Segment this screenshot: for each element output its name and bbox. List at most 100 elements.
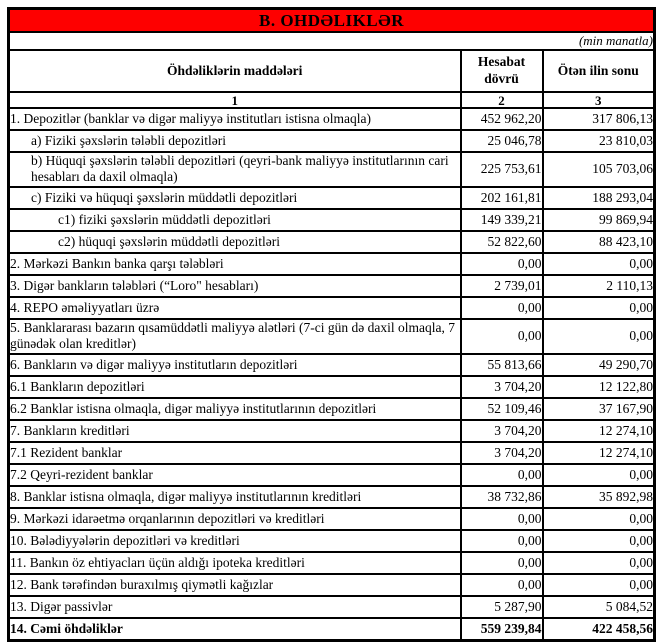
reporting-period-value: 52 109,46 [459,396,544,421]
column-index-2: 2 [459,91,544,109]
item-label: 10. Bələdiyyələrin depozitləri və kredit… [7,528,462,553]
item-label: c2) hüquqi şəxslərin müddətli depozitlər… [7,229,462,254]
table-row: 13. Digər passivlər 5 287,90 5 084,52 [7,594,656,619]
item-label: 7.2 Qeyri-rezident banklar [7,462,462,487]
previous-year-end-value: 99 869,94 [541,207,656,232]
column-header-items: Öhdəliklərin maddələri [7,49,462,93]
column-header-row: Öhdəliklərin maddələri Hesabat dövrü Ötə… [7,49,656,93]
table-row: 3. Digər bankların tələbləri (“Loro" hes… [7,273,656,298]
table-row: 7.1 Rezident banklar 3 704,20 12 274,10 [7,440,656,465]
item-label: 3. Digər bankların tələbləri (“Loro" hes… [7,273,462,298]
table-header: B. OHDƏLIKLƏR (min manatla) Öhdəliklərin… [7,7,656,109]
previous-year-end-value: 0,00 [541,572,656,597]
table-row: 14. Cəmi öhdəliklər 559 239,84 422 458,5… [7,616,656,642]
table-row: 1. Depozitlər (banklar və digər maliyyə … [7,107,656,131]
item-label: b) Hüquqi şəxslərin tələbli depozitləri … [7,151,462,188]
previous-year-end-value: 0,00 [541,550,656,575]
previous-year-end-value: 0,00 [541,295,656,320]
previous-year-end-value: 88 423,10 [541,229,656,254]
item-label: 1. Depozitlər (banklar və digər maliyyə … [7,107,462,131]
previous-year-end-value: 0,00 [541,251,656,276]
column-header-reporting-period: Hesabat dövrü [459,49,544,93]
previous-year-end-value: 2 110,13 [541,273,656,298]
column-index-3: 3 [541,91,656,109]
column-header-previous-year-end: Ötən ilin sonu [541,49,656,93]
previous-year-end-value: 0,00 [541,462,656,487]
table-row: 2. Mərkəzi Bankın banka qarşı tələbləri … [7,251,656,276]
item-label: c) Fiziki və hüquqi şəxslərin müddətli d… [7,185,462,210]
reporting-period-value: 0,00 [459,528,544,553]
table-row: b) Hüquqi şəxslərin tələbli depozitləri … [7,151,656,188]
column-index-row: 1 2 3 [7,91,656,109]
column-index-1: 1 [7,91,462,109]
reporting-period-value: 25 046,78 [459,129,544,153]
previous-year-end-value: 5 084,52 [541,594,656,619]
table-row: 9. Mərkəzi idarəetmə orqanlarının depozi… [7,506,656,531]
item-label: 11. Bankın öz ehtiyacları üçün aldığı ip… [7,550,462,575]
item-label: 2. Mərkəzi Bankın banka qarşı tələbləri [7,251,462,276]
item-label: a) Fiziki şəxslərin tələbli depozitləri [7,129,462,153]
reporting-period-value: 38 732,86 [459,484,544,509]
reporting-period-value: 3 704,20 [459,374,544,399]
table-row: a) Fiziki şəxslərin tələbli depozitləri … [7,129,656,153]
table-row: 11. Bankın öz ehtiyacları üçün aldığı ip… [7,550,656,575]
table-row: c1) fiziki şəxslərin müddətli depozitlər… [7,207,656,232]
reporting-period-value: 0,00 [459,550,544,575]
item-label: 4. REPO əməliyyatları üzrə [7,295,462,320]
table-row: 6.1 Bankların depozitləri 3 704,20 12 12… [7,374,656,399]
previous-year-end-value: 422 458,56 [541,616,656,642]
reporting-period-value: 149 339,21 [459,207,544,232]
liabilities-report: B. OHDƏLIKLƏR (min manatla) Öhdəliklərin… [7,7,656,642]
item-label: c1) fiziki şəxslərin müddətli depozitlər… [7,207,462,232]
table-row: 7.2 Qeyri-rezident banklar 0,00 0,00 [7,462,656,487]
item-label: 9. Mərkəzi idarəetmə orqanlarının depozi… [7,506,462,531]
unit-note-row: (min manatla) [7,31,656,51]
liabilities-table: B. OHDƏLIKLƏR (min manatla) Öhdəliklərin… [7,7,656,642]
reporting-period-value: 452 962,20 [459,107,544,131]
item-label: 14. Cəmi öhdəliklər [7,616,462,642]
title-row: B. OHDƏLIKLƏR [7,7,656,33]
item-label: 13. Digər passivlər [7,594,462,619]
previous-year-end-value: 0,00 [541,506,656,531]
item-label: 12. Bank tərəfindən buraxılmış qiymətli … [7,572,462,597]
table-body: 1. Depozitlər (banklar və digər maliyyə … [7,107,656,642]
reporting-period-value: 55 813,66 [459,352,544,377]
previous-year-end-value: 317 806,13 [541,107,656,131]
reporting-period-value: 0,00 [459,295,544,320]
reporting-period-value: 225 753,61 [459,151,544,188]
item-label: 8. Banklar istisna olmaqla, digər maliyy… [7,484,462,509]
reporting-period-value: 5 287,90 [459,594,544,619]
section-title: B. OHDƏLIKLƏR [7,7,656,33]
previous-year-end-value: 188 293,04 [541,185,656,210]
reporting-period-value: 559 239,84 [459,616,544,642]
table-row: c) Fiziki və hüquqi şəxslərin müddətli d… [7,185,656,210]
previous-year-end-value: 12 122,80 [541,374,656,399]
item-label: 6.1 Bankların depozitləri [7,374,462,399]
previous-year-end-value: 12 274,10 [541,440,656,465]
reporting-period-value: 0,00 [459,251,544,276]
previous-year-end-value: 23 810,03 [541,129,656,153]
reporting-period-value: 2 739,01 [459,273,544,298]
reporting-period-value: 0,00 [459,572,544,597]
reporting-period-value: 202 161,81 [459,185,544,210]
item-label: 7.1 Rezident banklar [7,440,462,465]
table-row: 4. REPO əməliyyatları üzrə 0,00 0,00 [7,295,656,320]
previous-year-end-value: 105 703,06 [541,151,656,188]
unit-note: (min manatla) [7,31,656,51]
previous-year-end-value: 0,00 [541,317,656,355]
previous-year-end-value: 49 290,70 [541,352,656,377]
item-label: 6.2 Banklar istisna olmaqla, digər maliy… [7,396,462,421]
reporting-period-value: 0,00 [459,506,544,531]
previous-year-end-value: 12 274,10 [541,418,656,443]
table-row: 6.2 Banklar istisna olmaqla, digər maliy… [7,396,656,421]
item-label: 5. Banklararası bazarın qısamüddətli mal… [7,317,462,355]
table-row: 6. Bankların və digər maliyyə institutla… [7,352,656,377]
table-row: 10. Bələdiyyələrin depozitləri və kredit… [7,528,656,553]
table-row: 5. Banklararası bazarın qısamüddətli mal… [7,317,656,355]
previous-year-end-value: 37 167,90 [541,396,656,421]
table-row: 7. Bankların kreditləri 3 704,20 12 274,… [7,418,656,443]
reporting-period-value: 0,00 [459,317,544,355]
item-label: 6. Bankların və digər maliyyə institutla… [7,352,462,377]
previous-year-end-value: 35 892,98 [541,484,656,509]
table-row: 12. Bank tərəfindən buraxılmış qiymətli … [7,572,656,597]
